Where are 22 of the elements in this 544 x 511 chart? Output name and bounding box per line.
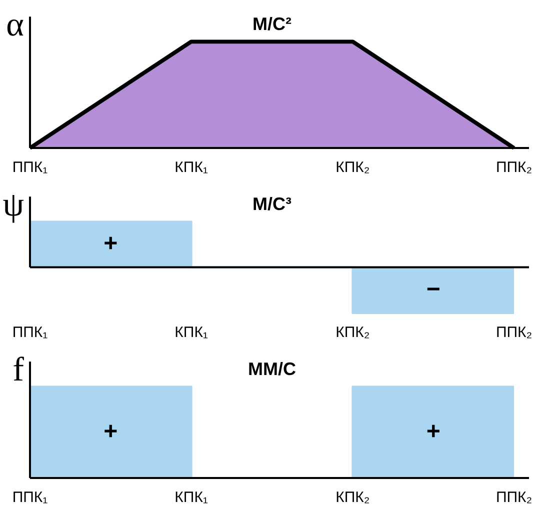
x-tick-label: КПК₂ xyxy=(336,324,370,342)
x-tick-label: КПК₁ xyxy=(174,489,208,506)
x-tick-label: ППК₁ xyxy=(12,489,48,506)
annotation: − xyxy=(426,276,440,303)
y-axis-title: α xyxy=(6,6,24,44)
x-tick-label: КПК₁ xyxy=(174,324,208,342)
annotation: + xyxy=(104,418,118,445)
chart-title: М/С³ xyxy=(252,194,292,214)
chart-title: М/С² xyxy=(252,14,292,34)
x-tick-label: КПК₂ xyxy=(336,159,370,176)
x-tick-label: ППК₂ xyxy=(496,324,532,342)
annotation: + xyxy=(104,230,118,258)
x-tick-label: КПК₂ xyxy=(336,489,370,506)
y-axis-title: ψ xyxy=(2,186,24,224)
x-tick-label: ППК₁ xyxy=(12,324,48,342)
x-tick-label: ППК₁ xyxy=(12,159,48,176)
x-tick-label: ППК₂ xyxy=(496,489,532,506)
x-tick-label: ППК₂ xyxy=(496,159,532,176)
annotation: + xyxy=(426,418,440,445)
x-tick-label: КПК₁ xyxy=(174,159,208,176)
chart-title: ММ/С xyxy=(248,358,296,379)
y-axis-title: f xyxy=(12,352,25,389)
